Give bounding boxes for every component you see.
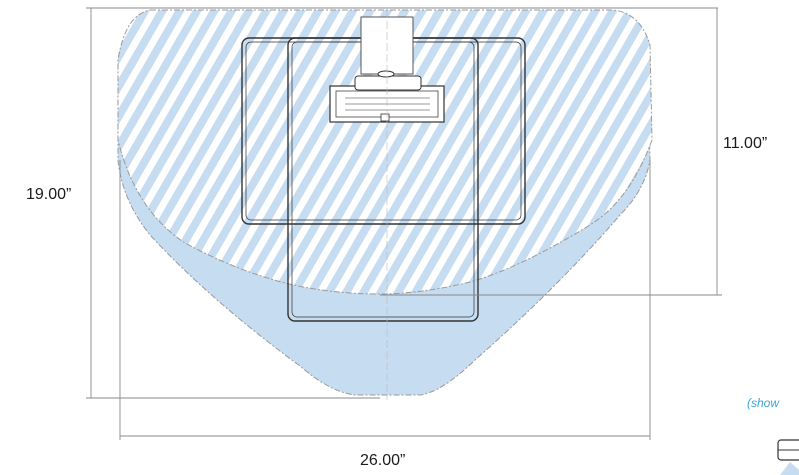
device-outline: [241, 10, 526, 400]
depth-dimension-label: 11.00”: [723, 135, 768, 152]
width-dimension-label: 26.00”: [360, 452, 406, 469]
height-dimension-label: 19.00”: [26, 186, 72, 203]
dimension-lines: [86, 7, 722, 440]
note-text: (show: [747, 396, 780, 410]
corner-icon: [777, 439, 799, 475]
